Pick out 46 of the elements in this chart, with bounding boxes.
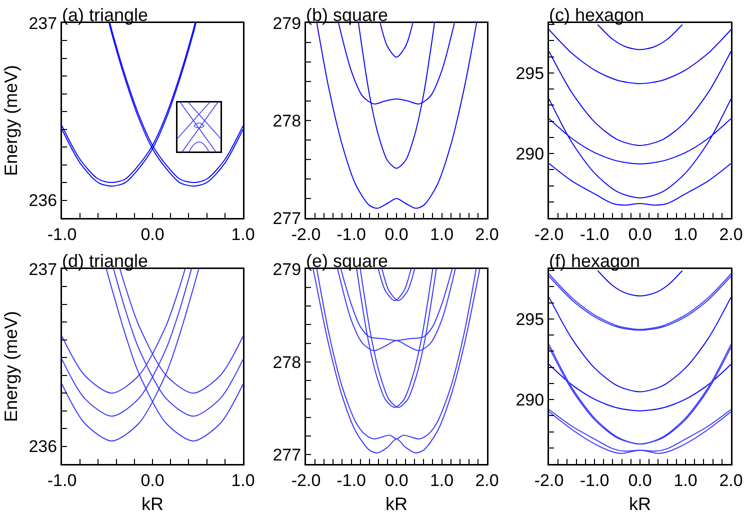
x-tick-label: 2.0	[719, 470, 743, 490]
x-axis-title: kR	[629, 494, 651, 514]
x-tick-label: -1.0	[580, 470, 610, 490]
x-tick-label: 1.0	[231, 470, 255, 490]
x-tick-label: -2.0	[534, 470, 564, 490]
x-tick-label: 0.0	[140, 470, 164, 490]
x-tick-label: 1.0	[674, 224, 698, 244]
x-tick-label: -2.0	[534, 224, 564, 244]
x-tick-label: 2.0	[719, 224, 743, 244]
y-tick-label: 278	[272, 352, 302, 372]
chart-title: (b) square	[306, 5, 388, 25]
x-tick-label: 0.0	[140, 224, 164, 244]
x-tick-label: -1.0	[47, 224, 77, 244]
x-tick-label: -1.0	[580, 224, 610, 244]
y-tick-label: 237	[28, 14, 58, 33]
y-tick-label: 295	[516, 64, 544, 83]
y-tick-label: 237	[28, 260, 58, 279]
x-tick-label: 1.0	[674, 470, 698, 490]
y-tick-label: 277	[272, 446, 302, 465]
x-tick-label: 0.0	[628, 470, 652, 490]
x-tick-label: 2.0	[475, 470, 499, 490]
x-tick-label: 0.0	[384, 470, 408, 490]
x-tick-label: 1.0	[231, 224, 255, 244]
x-tick-label: -1.0	[336, 224, 366, 244]
chart-title: (a) triangle	[62, 5, 148, 25]
y-axis-title: Energy (meV)	[1, 310, 22, 422]
x-tick-label: 1.0	[430, 224, 454, 244]
y-tick-label: 290	[516, 144, 544, 164]
x-tick-label: -2.0	[291, 470, 321, 490]
y-tick-label: 236	[28, 191, 58, 210]
y-tick-label: 290	[516, 390, 544, 410]
x-axis-title: kR	[386, 494, 408, 514]
chart-title: (d) triangle	[62, 251, 148, 271]
y-tick-label: 295	[516, 310, 544, 329]
y-tick-label: 279	[272, 14, 302, 33]
y-tick-label: 279	[272, 260, 302, 279]
x-tick-label: 0.0	[628, 224, 652, 244]
x-tick-label: 1.0	[430, 470, 454, 490]
x-tick-label: -1.0	[47, 470, 77, 490]
y-tick-label: 236	[28, 437, 58, 456]
x-axis-title: kR	[142, 494, 164, 514]
x-tick-label: -1.0	[336, 470, 366, 490]
y-tick-label: 278	[272, 111, 302, 130]
x-tick-label: 0.0	[384, 224, 408, 244]
y-axis-title: Energy (meV)	[1, 64, 22, 176]
x-tick-label: 2.0	[475, 224, 499, 244]
